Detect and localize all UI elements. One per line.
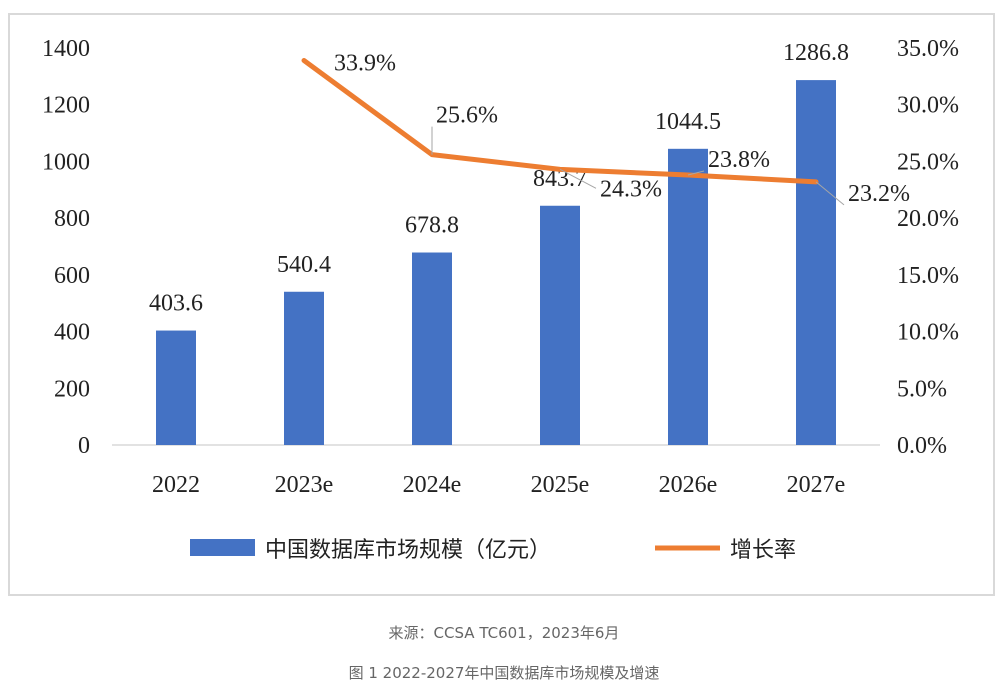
y-left-tick-label: 800 [54, 206, 90, 232]
legend-bar-label: 中国数据库市场规模（亿元） [265, 538, 551, 563]
y-left-tick-label: 200 [54, 376, 90, 402]
bar-data-label: 1286.8 [783, 40, 849, 66]
leader-line [815, 181, 845, 206]
bar-data-label: 403.6 [149, 291, 203, 317]
line-data-label: 25.6% [436, 103, 498, 129]
y-left-tick-label: 0 [78, 433, 90, 459]
y-right-tick-label: 5.0% [897, 376, 947, 402]
bar [156, 330, 196, 445]
y-left-tick-label: 1400 [42, 36, 90, 62]
y-right-tick-label: 30.0% [897, 93, 959, 119]
x-tick-label: 2024e [403, 472, 462, 498]
x-tick-label: 2026e [659, 472, 718, 498]
y-right-tick-label: 10.0% [897, 320, 959, 346]
y-left-tick-label: 1000 [42, 149, 90, 175]
bar [540, 205, 580, 445]
y-right-tick-label: 0.0% [897, 433, 947, 459]
line-data-label: 23.2% [848, 181, 910, 207]
leader-line [559, 168, 597, 189]
legend-bar-swatch [190, 539, 255, 556]
line-data-label: 24.3% [600, 176, 662, 202]
bar-data-label: 1044.5 [655, 109, 721, 135]
x-tick-label: 2022 [152, 472, 200, 498]
x-tick-label: 2027e [787, 472, 846, 498]
y-right-tick-label: 35.0% [897, 36, 959, 62]
x-tick-label: 2025e [531, 472, 590, 498]
bar [668, 148, 708, 446]
chart-source: 来源：CCSA TC601，2023年6月 [388, 624, 620, 642]
y-left-tick-label: 1200 [42, 93, 90, 119]
bar-data-label: 678.8 [405, 213, 459, 239]
bar [412, 252, 452, 445]
chart-frame [8, 13, 995, 596]
y-right-tick-label: 15.0% [897, 263, 959, 289]
leader-line [687, 170, 705, 176]
y-left-tick-label: 400 [54, 320, 90, 346]
chart: 0 200 400 600 800 1000 1200 1400 0.0% 5.0% 10.0% 15… [42, 36, 959, 563]
bar [284, 291, 324, 445]
line-data-label: 33.9% [334, 50, 396, 76]
legend-line-label: 增长率 [730, 538, 796, 563]
bar [796, 80, 836, 446]
y-right-tick-label: 25.0% [897, 149, 959, 175]
line-data-label: 23.8% [708, 147, 770, 173]
chart-caption: 图 1 2022-2027年中国数据库市场规模及增速 [348, 664, 660, 682]
y-right-tick-label: 20.0% [897, 206, 959, 232]
x-tick-label: 2023e [275, 472, 334, 498]
bar-data-label: 540.4 [277, 252, 331, 278]
y-left-tick-label: 600 [54, 263, 90, 289]
